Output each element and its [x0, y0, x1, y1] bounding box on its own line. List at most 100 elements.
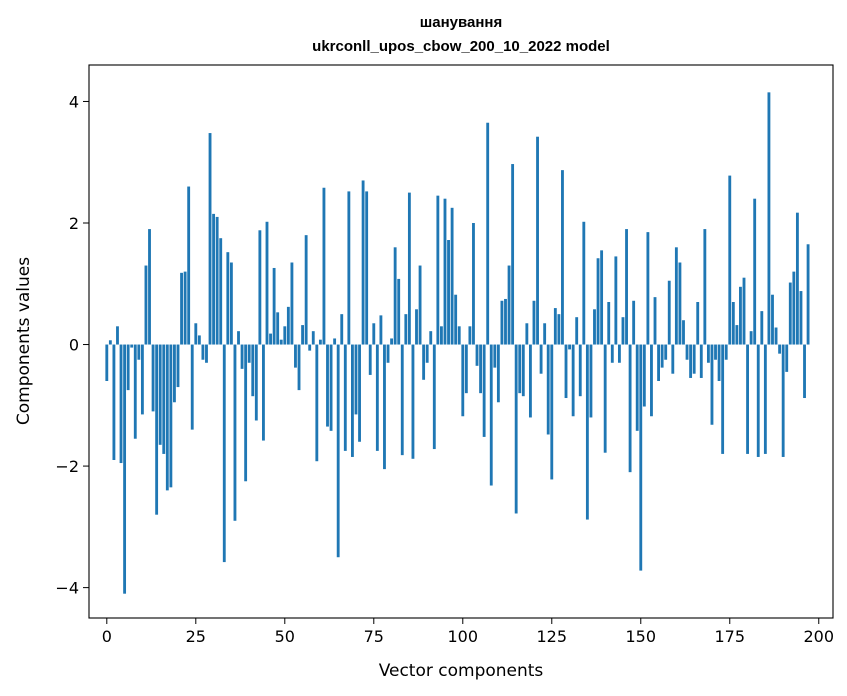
- bar-11: [144, 265, 148, 345]
- bar-66: [340, 314, 344, 345]
- bar-144: [617, 344, 621, 363]
- bar-79: [386, 344, 390, 363]
- bar-118: [525, 323, 529, 345]
- bar-154: [653, 297, 657, 345]
- bar-49: [279, 339, 283, 345]
- bar-138: [596, 258, 600, 345]
- bar-54: [297, 344, 301, 391]
- bar-86: [411, 344, 415, 459]
- bar-108: [489, 344, 493, 486]
- bar-21: [180, 272, 183, 345]
- x-axis-label: Vector components: [379, 661, 544, 681]
- bar-46: [269, 333, 272, 345]
- bar-192: [788, 282, 792, 345]
- bar-156: [660, 344, 664, 368]
- bar-125: [550, 344, 554, 480]
- bar-188: [774, 327, 778, 345]
- bar-146: [625, 229, 628, 345]
- y-tick-label: 2: [69, 214, 79, 233]
- bar-94: [440, 326, 443, 345]
- bar-137: [593, 309, 596, 345]
- bar-4: [119, 344, 123, 464]
- bar-112: [504, 298, 507, 345]
- bar-181: [749, 331, 753, 345]
- bar-96: [447, 240, 450, 345]
- bar-148: [632, 300, 636, 345]
- bar-170: [710, 344, 714, 425]
- bar-130: [568, 344, 571, 350]
- bar-140: [603, 344, 607, 453]
- bar-105: [479, 344, 483, 394]
- y-axis-ticks: −4 −2 0 2 4: [55, 92, 89, 598]
- bar-117: [521, 344, 525, 397]
- bar-17: [165, 344, 169, 491]
- bar-93: [436, 195, 440, 345]
- bar-61: [322, 187, 326, 345]
- bar-7: [130, 344, 134, 348]
- bar-101: [464, 344, 468, 394]
- bar-31: [215, 216, 219, 345]
- bar-29: [208, 133, 212, 345]
- bar-145: [621, 317, 625, 345]
- bar-182: [753, 198, 757, 345]
- bar-2: [112, 344, 116, 460]
- bar-147: [628, 344, 632, 473]
- bar-87: [415, 309, 418, 345]
- bar-172: [717, 344, 721, 381]
- bar-122: [539, 344, 543, 374]
- bar-149: [635, 344, 639, 431]
- bar-196: [803, 344, 806, 399]
- x-tick-label: 125: [537, 627, 568, 646]
- bar-10: [140, 344, 144, 415]
- bar-162: [682, 320, 685, 345]
- bar-153: [650, 344, 653, 417]
- bar-8: [133, 344, 137, 439]
- bar-39: [244, 344, 248, 482]
- x-tick-label: 50: [275, 627, 295, 646]
- bar-189: [778, 344, 782, 354]
- bar-102: [468, 326, 472, 345]
- bar-100: [461, 344, 465, 417]
- bar-151: [642, 344, 646, 407]
- bar-166: [696, 302, 700, 345]
- bar-126: [553, 308, 557, 345]
- bar-64: [333, 338, 337, 345]
- bar-30: [212, 213, 216, 345]
- bar-50: [283, 326, 287, 345]
- bar-9: [137, 344, 141, 360]
- bar-84: [404, 314, 408, 345]
- bar-178: [739, 286, 742, 345]
- bar-6: [126, 344, 130, 391]
- bar-67: [343, 344, 347, 451]
- bar-15: [158, 344, 162, 445]
- bar-124: [546, 344, 550, 435]
- bar-73: [365, 191, 369, 345]
- bar-131: [571, 344, 575, 417]
- bar-195: [799, 291, 803, 345]
- bar-34: [226, 252, 230, 345]
- bar-160: [674, 247, 678, 345]
- x-tick-label: 150: [625, 627, 656, 646]
- bar-157: [664, 344, 668, 360]
- chart-subtitle: ukrconll_upos_cbow_200_10_2022 model: [312, 38, 610, 55]
- bar-90: [425, 344, 429, 363]
- x-axis-ticks: 0 25 50 75 100 125 150 175 200: [102, 618, 834, 646]
- bar-58: [311, 331, 315, 345]
- bar-139: [600, 250, 604, 345]
- x-tick-label: 200: [803, 627, 834, 646]
- x-tick-label: 175: [714, 627, 745, 646]
- bar-121: [536, 136, 539, 345]
- bar-123: [543, 323, 547, 345]
- bar-82: [397, 278, 401, 345]
- bar-174: [724, 344, 728, 360]
- bar-20: [176, 344, 180, 388]
- bar-23: [187, 186, 191, 345]
- bar-109: [493, 344, 497, 368]
- bar-36: [233, 344, 237, 521]
- x-tick-label: 100: [448, 627, 479, 646]
- bar-56: [304, 235, 308, 345]
- bar-142: [610, 344, 614, 363]
- bar-78: [383, 344, 386, 470]
- bar-163: [685, 344, 689, 360]
- bar-71: [358, 344, 361, 442]
